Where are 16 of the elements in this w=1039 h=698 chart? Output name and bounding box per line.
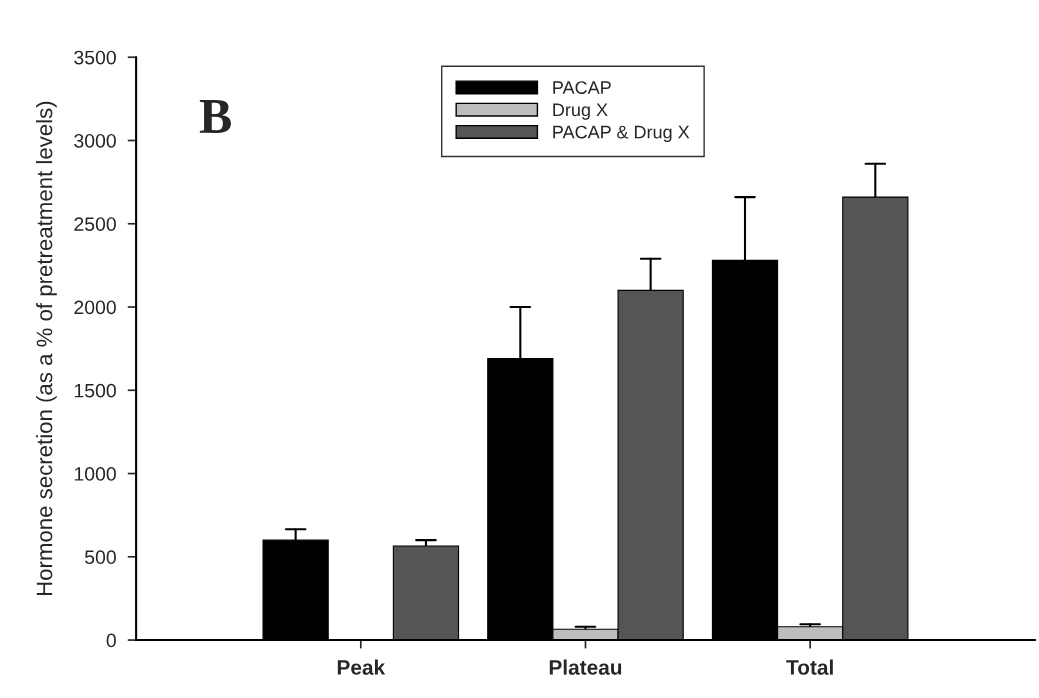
legend-label: Drug X [553,103,608,120]
x-tick-label: Total [786,659,833,675]
legend-label: PACAP & Drug X [553,125,690,143]
x-tick-label: Plateau [549,659,622,675]
y-tick-label: 3500 [74,50,116,65]
y-tick-label: 2500 [74,217,116,231]
y-tick-label: 1500 [74,383,116,398]
y-tick-label: 0 [106,633,116,648]
annotation: B [199,99,231,133]
y-axis-title: Hormone secretion (as a % of pretreatment levels) [36,101,57,596]
y-tick-label: 500 [85,550,116,565]
x-tick-label: Peak [337,659,386,675]
y-tick-label: 1000 [74,467,116,481]
legend-label: PACAP [553,81,611,94]
y-tick-label: 2000 [74,300,116,315]
y-tick-label: 3000 [74,133,116,148]
